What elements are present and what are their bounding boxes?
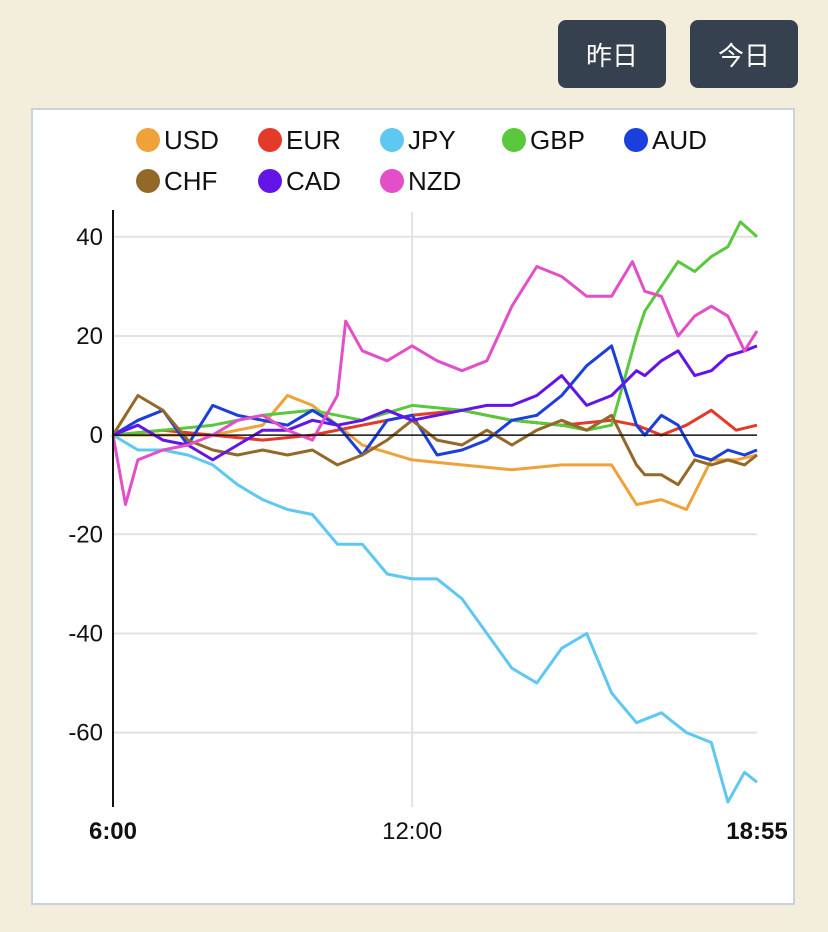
x-tick-label: 12:00 (382, 818, 442, 845)
y-tick-label: -40 (68, 620, 103, 647)
y-tick-label: -20 (68, 521, 103, 548)
legend-swatch-aud (624, 128, 648, 152)
y-tick-label: 40 (76, 224, 103, 251)
today-button[interactable]: 今日 (690, 20, 798, 88)
legend-label-jpy: JPY (408, 125, 456, 155)
x-tick-label: 18:55 (726, 818, 787, 845)
yesterday-button[interactable]: 昨日 (558, 20, 666, 88)
y-tick-label: 20 (76, 323, 103, 350)
y-tick-label: -60 (68, 720, 103, 747)
legend-label-aud: AUD (652, 125, 707, 155)
legend-label-nzd: NZD (408, 166, 461, 196)
axes: 40 20 0 -20 -40 -60 6:00 12:00 18:55 (68, 210, 788, 845)
line-chart: USD EUR JPY GBP AUD CHF CAD NZD 40 20 0 -20 -40 -60 6… (68, 125, 788, 845)
legend: USD EUR JPY GBP AUD CHF CAD NZD (136, 125, 707, 196)
legend-swatch-nzd (380, 169, 404, 193)
legend-swatch-gbp (502, 128, 526, 152)
chart-card: USD EUR JPY GBP AUD CHF CAD NZD 40 20 0 -20 -40 -60 6… (31, 108, 795, 905)
grid (113, 212, 757, 807)
legend-swatch-chf (136, 169, 160, 193)
legend-label-usd: USD (164, 125, 219, 155)
legend-label-gbp: GBP (530, 125, 585, 155)
legend-label-chf: CHF (164, 166, 217, 196)
series-line-chf (111, 394, 758, 487)
x-tick-label: 6:00 (89, 818, 137, 845)
legend-swatch-eur (258, 128, 282, 152)
series-line-usd (113, 394, 758, 511)
series-line-aud (112, 344, 758, 462)
legend-label-cad: CAD (286, 166, 341, 196)
y-tick-label: 0 (90, 422, 103, 449)
series-layer (111, 220, 759, 804)
legend-label-eur: EUR (286, 125, 341, 155)
legend-swatch-usd (136, 128, 160, 152)
legend-swatch-cad (258, 169, 282, 193)
series-line-nzd (111, 260, 759, 506)
series-line-jpy (112, 433, 758, 804)
series-line-gbp (112, 220, 759, 437)
legend-swatch-jpy (380, 128, 404, 152)
series-line-cad (112, 344, 758, 462)
